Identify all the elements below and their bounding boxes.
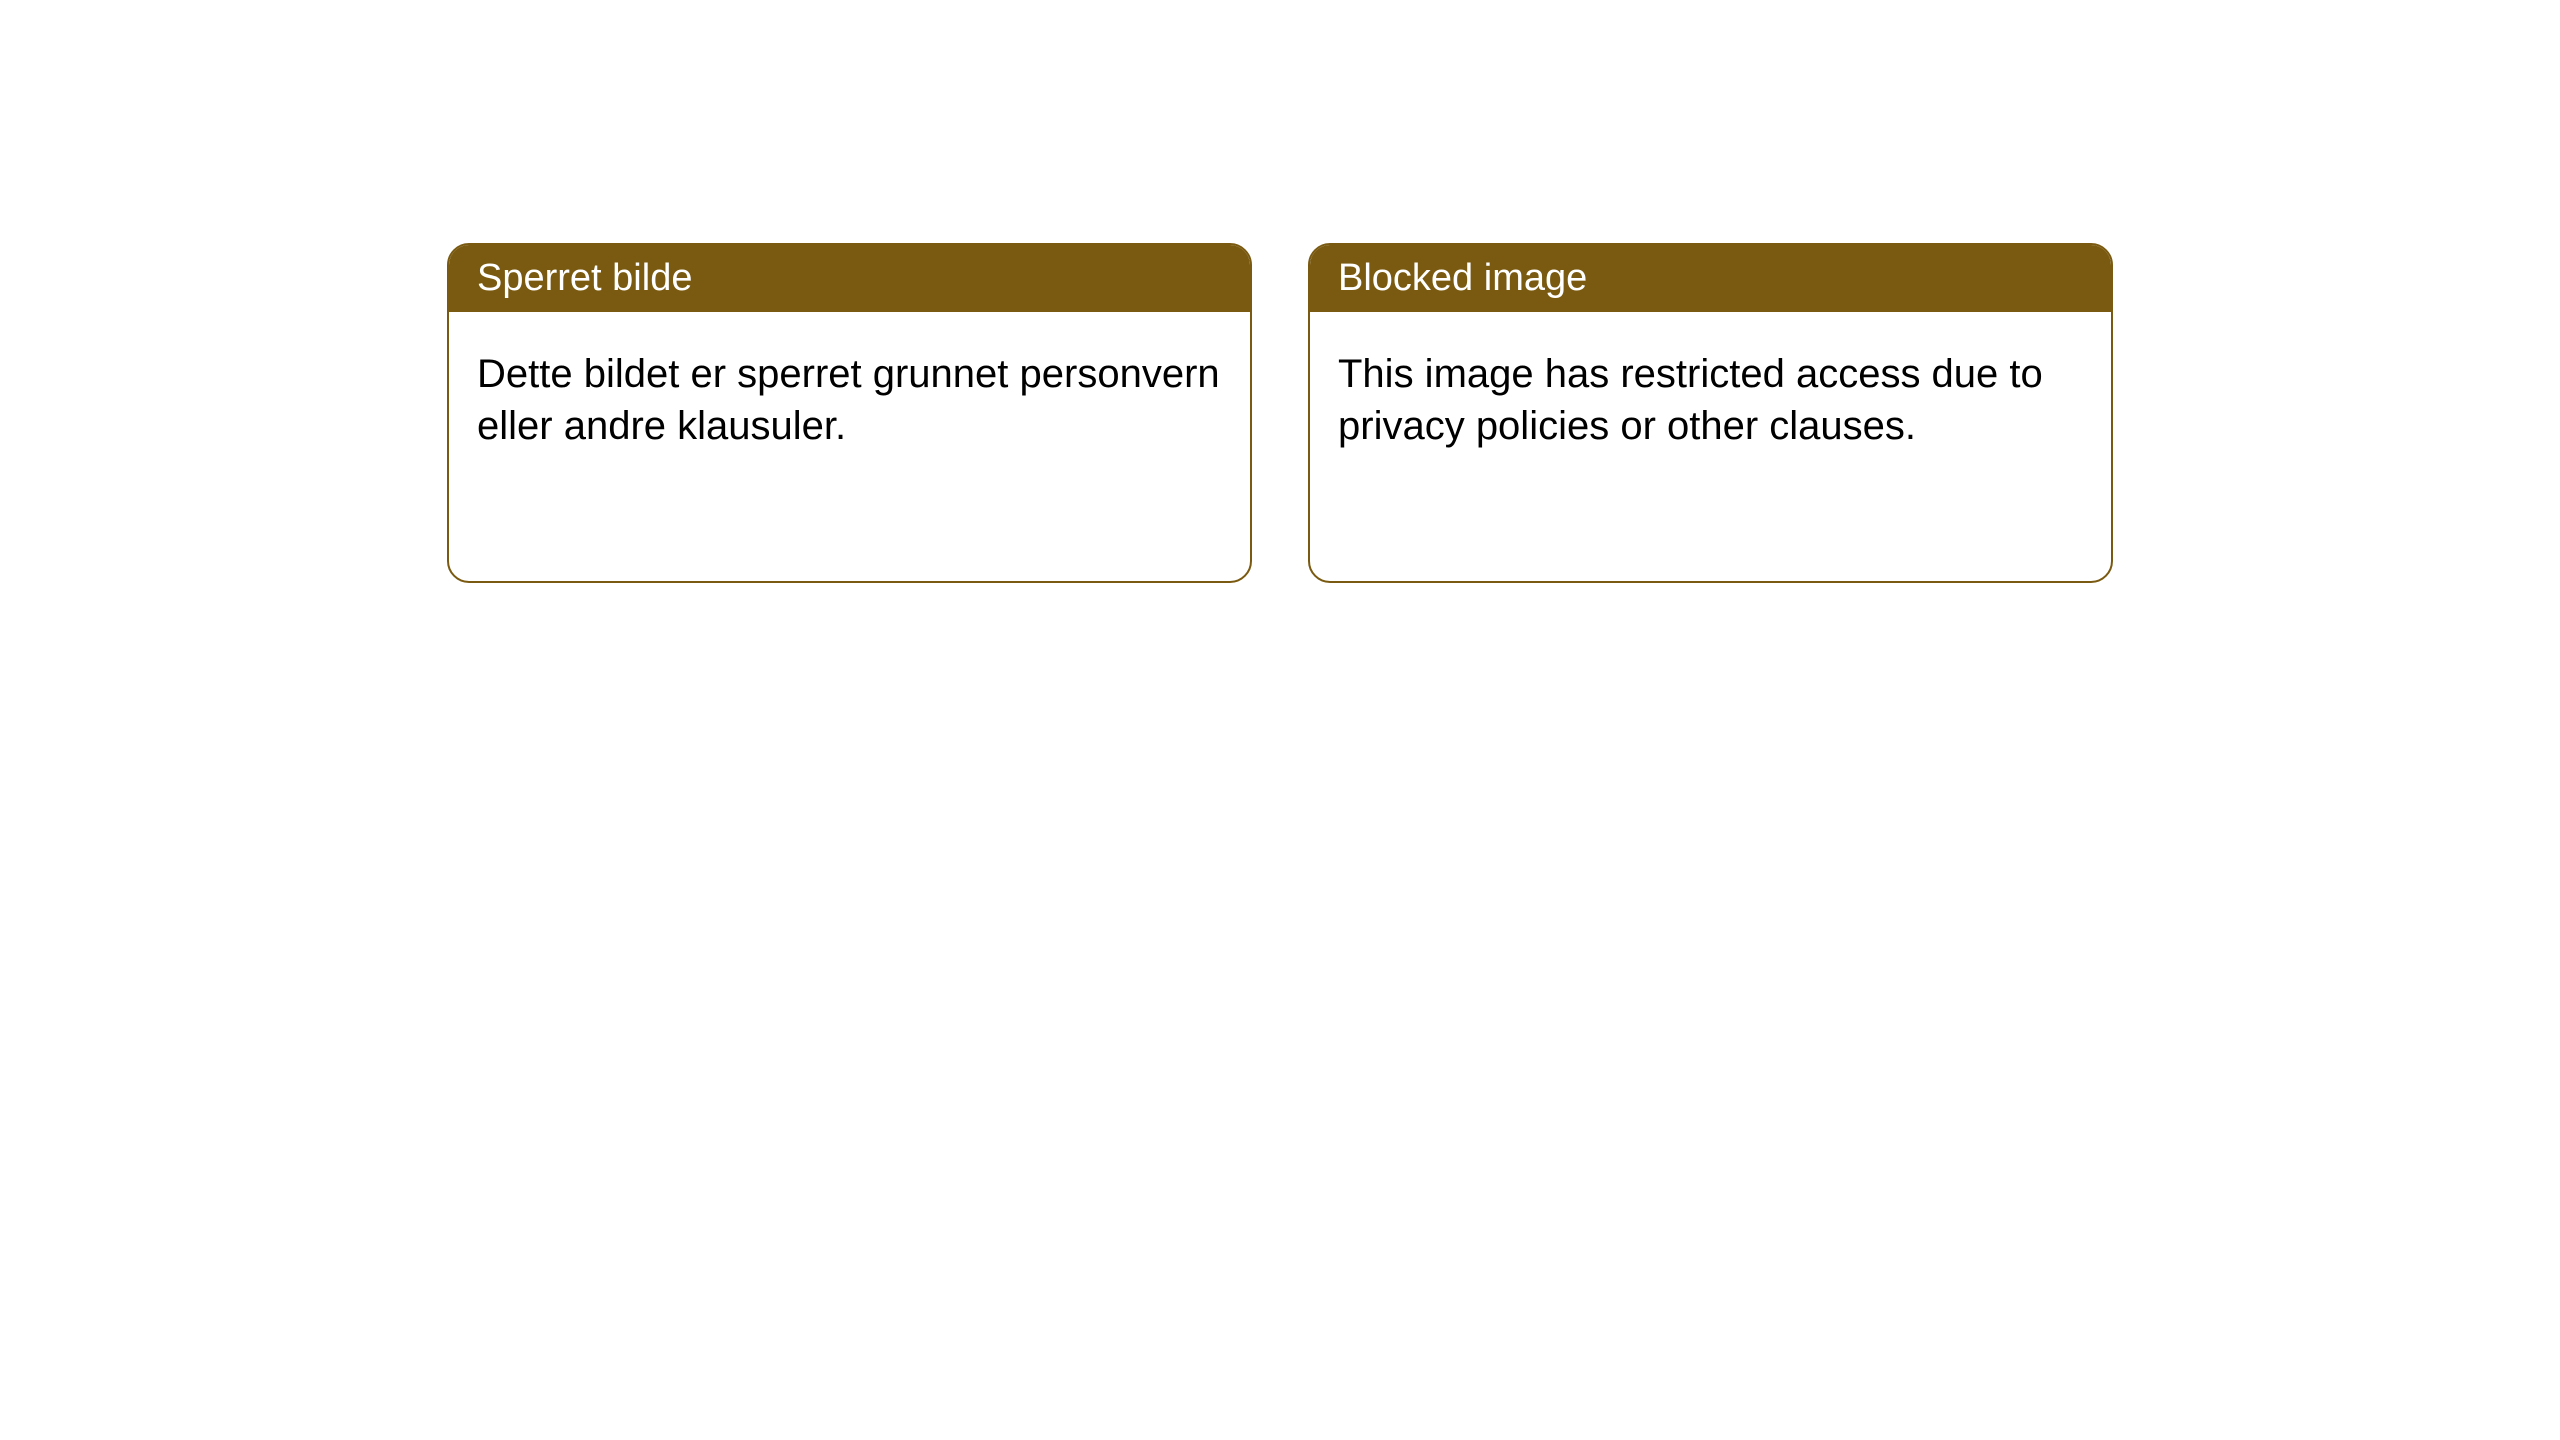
card-message: This image has restricted access due to … bbox=[1338, 352, 2043, 448]
card-title: Blocked image bbox=[1338, 257, 1587, 299]
card-message: Dette bildet er sperret grunnet personve… bbox=[477, 352, 1220, 448]
notice-card-english: Blocked image This image has restricted … bbox=[1308, 243, 2113, 583]
card-title: Sperret bilde bbox=[477, 257, 692, 299]
card-header: Sperret bilde bbox=[449, 245, 1250, 312]
card-body: This image has restricted access due to … bbox=[1310, 312, 2111, 488]
notice-card-norwegian: Sperret bilde Dette bildet er sperret gr… bbox=[447, 243, 1252, 583]
notice-cards-container: Sperret bilde Dette bildet er sperret gr… bbox=[447, 243, 2113, 583]
card-header: Blocked image bbox=[1310, 245, 2111, 312]
card-body: Dette bildet er sperret grunnet personve… bbox=[449, 312, 1250, 488]
